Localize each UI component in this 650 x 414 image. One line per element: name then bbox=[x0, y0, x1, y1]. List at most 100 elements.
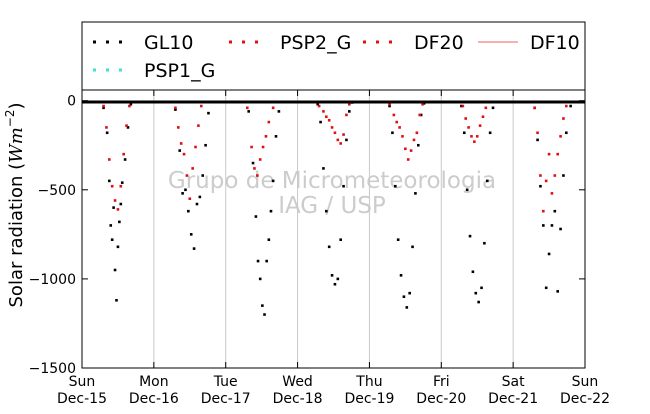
data-point bbox=[187, 209, 190, 213]
data-point bbox=[536, 131, 539, 135]
data-point bbox=[461, 104, 465, 108]
x-tick-label-date: Dec-15 bbox=[57, 391, 107, 407]
data-point bbox=[112, 206, 115, 209]
series-psp2-g bbox=[102, 102, 568, 213]
legend: GL10 PSP2_G DF20 DF10 PSP1_G bbox=[81, 21, 586, 91]
x-tick-label-day: Sun bbox=[69, 374, 96, 390]
legend-marker-dot bbox=[119, 40, 122, 44]
data-point bbox=[477, 300, 480, 304]
data-point bbox=[119, 202, 123, 206]
data-point bbox=[250, 145, 253, 149]
data-point bbox=[322, 167, 325, 170]
data-point bbox=[480, 286, 483, 290]
data-point bbox=[317, 104, 321, 108]
x-tick-label-day: Wed bbox=[282, 374, 313, 390]
data-point bbox=[251, 161, 255, 165]
data-point bbox=[191, 167, 194, 170]
data-point bbox=[414, 192, 417, 195]
data-point bbox=[556, 290, 559, 293]
data-point bbox=[118, 220, 121, 224]
x-tick-label-day: Thu bbox=[355, 374, 382, 390]
legend-marker-dot bbox=[119, 68, 122, 72]
data-point bbox=[269, 209, 273, 213]
data-point bbox=[485, 179, 489, 183]
data-point bbox=[396, 238, 400, 241]
data-point bbox=[325, 209, 328, 213]
data-point bbox=[199, 104, 203, 108]
data-point bbox=[125, 124, 128, 127]
data-point bbox=[336, 138, 340, 142]
data-point bbox=[277, 110, 281, 113]
data-point bbox=[274, 135, 278, 138]
data-point bbox=[539, 184, 542, 188]
data-point bbox=[271, 106, 275, 110]
data-point bbox=[405, 306, 409, 309]
data-point bbox=[401, 135, 404, 138]
data-point bbox=[553, 174, 557, 177]
data-point bbox=[197, 124, 200, 127]
data-point bbox=[204, 143, 207, 147]
legend-marker-dot bbox=[93, 40, 96, 44]
data-point bbox=[553, 209, 557, 213]
data-point bbox=[115, 298, 118, 302]
data-point bbox=[245, 106, 249, 110]
data-point bbox=[192, 247, 196, 250]
x-tick-label-day: Mon bbox=[139, 374, 169, 390]
data-point bbox=[123, 158, 127, 161]
x-tick-label-date: Dec-22 bbox=[560, 391, 610, 407]
data-point bbox=[565, 104, 568, 108]
data-point bbox=[474, 291, 478, 295]
legend-item-gl10: GL10 bbox=[93, 32, 194, 54]
data-point bbox=[559, 227, 562, 231]
data-point bbox=[475, 135, 479, 138]
data-point bbox=[421, 102, 424, 106]
data-point bbox=[113, 199, 117, 202]
data-point bbox=[102, 104, 105, 108]
data-point bbox=[185, 174, 189, 177]
data-point bbox=[398, 126, 401, 129]
data-point bbox=[416, 143, 420, 147]
legend-label: PSP2_G bbox=[280, 32, 351, 54]
data-point bbox=[201, 174, 205, 177]
watermark: Grupo de Micrometeorologia IAG / USP bbox=[168, 168, 496, 219]
data-point bbox=[336, 277, 340, 281]
data-point bbox=[393, 184, 397, 188]
watermark-line-1: Grupo de Micrometeorologia bbox=[168, 168, 496, 194]
legend-box bbox=[81, 21, 586, 91]
data-point bbox=[339, 238, 342, 241]
data-point bbox=[409, 149, 413, 152]
data-point bbox=[348, 102, 351, 106]
y-axis: 0 −500 −1000 −1500 bbox=[29, 94, 585, 377]
legend-marker-dot bbox=[242, 40, 245, 44]
data-point bbox=[539, 174, 542, 177]
data-point bbox=[119, 184, 123, 188]
data-point bbox=[325, 115, 328, 119]
x-tick-label-day: Sun bbox=[572, 374, 599, 390]
data-point bbox=[113, 268, 117, 272]
data-point bbox=[471, 270, 475, 274]
data-point bbox=[265, 259, 268, 263]
data-point bbox=[247, 110, 251, 113]
data-point bbox=[126, 126, 130, 129]
data-point bbox=[419, 113, 423, 117]
data-point bbox=[116, 245, 120, 249]
data-point bbox=[547, 152, 551, 156]
plot-frame bbox=[81, 89, 586, 369]
data-point bbox=[120, 181, 124, 184]
y-tick-label: 0 bbox=[67, 94, 76, 110]
x-axis: SunDec-15MonDec-16TueDec-17WedDec-18ThuD… bbox=[57, 90, 610, 407]
legend-marker-dot bbox=[255, 40, 258, 44]
data-point bbox=[108, 179, 111, 183]
data-point bbox=[116, 208, 120, 211]
data-point bbox=[333, 131, 337, 135]
data-point bbox=[327, 245, 331, 249]
data-point bbox=[176, 126, 180, 129]
data-point bbox=[327, 118, 331, 122]
data-point bbox=[415, 131, 419, 135]
legend-label: GL10 bbox=[144, 32, 194, 54]
data-point bbox=[481, 115, 485, 119]
data-point bbox=[110, 184, 114, 188]
data-point bbox=[550, 192, 554, 195]
data-point bbox=[319, 120, 322, 124]
x-tick-label-date: Dec-19 bbox=[344, 391, 394, 407]
